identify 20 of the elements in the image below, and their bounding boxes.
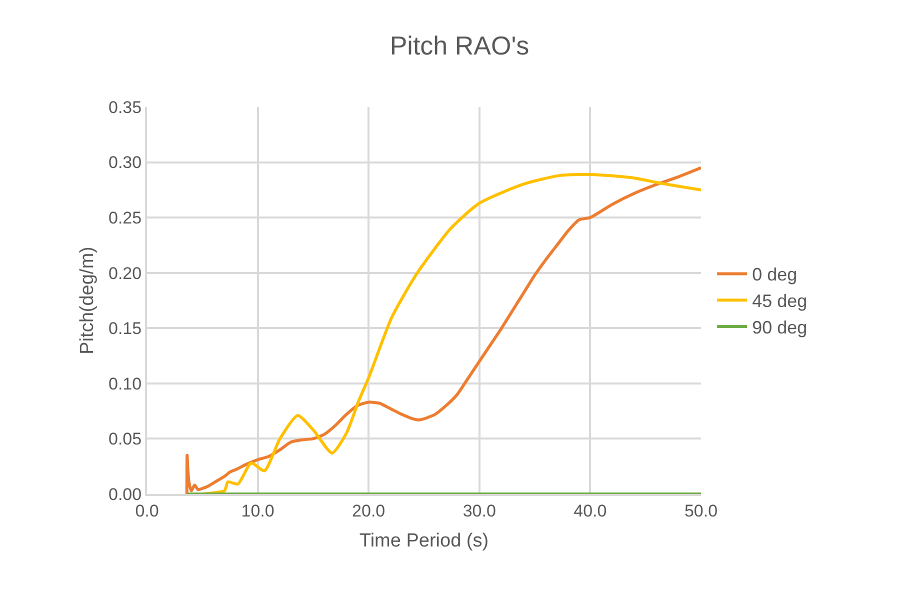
y-tick-label: 0.15 (108, 319, 142, 338)
y-tick-label: 0.35 (108, 98, 142, 117)
y-tick-label: 0.25 (108, 208, 142, 228)
y-tick-label: 0.30 (108, 153, 142, 172)
x-tick-label: 10.0 (241, 501, 274, 520)
x-tick-label: 30.0 (462, 501, 496, 520)
legend-label: 45 deg (752, 291, 808, 312)
x-tick-label: 40.0 (574, 501, 607, 520)
x-tick-label: 50.0 (684, 501, 718, 520)
x-axis-title: Time Period (s) (359, 530, 489, 552)
y-axis-title: Pitch(deg/m) (76, 246, 98, 354)
y-tick-label: 0.10 (108, 374, 142, 394)
x-tick-label: 20.0 (352, 501, 386, 520)
legend-label: 90 deg (752, 318, 808, 338)
x-tick-label: 0.0 (135, 501, 159, 520)
y-tick-label: 0.05 (108, 430, 142, 449)
legend-label: 0 deg (752, 264, 798, 285)
y-tick-label: 0.20 (108, 264, 142, 283)
y-tick-label: 0.00 (108, 484, 142, 504)
chart-title: Pitch RAO's (390, 30, 530, 61)
